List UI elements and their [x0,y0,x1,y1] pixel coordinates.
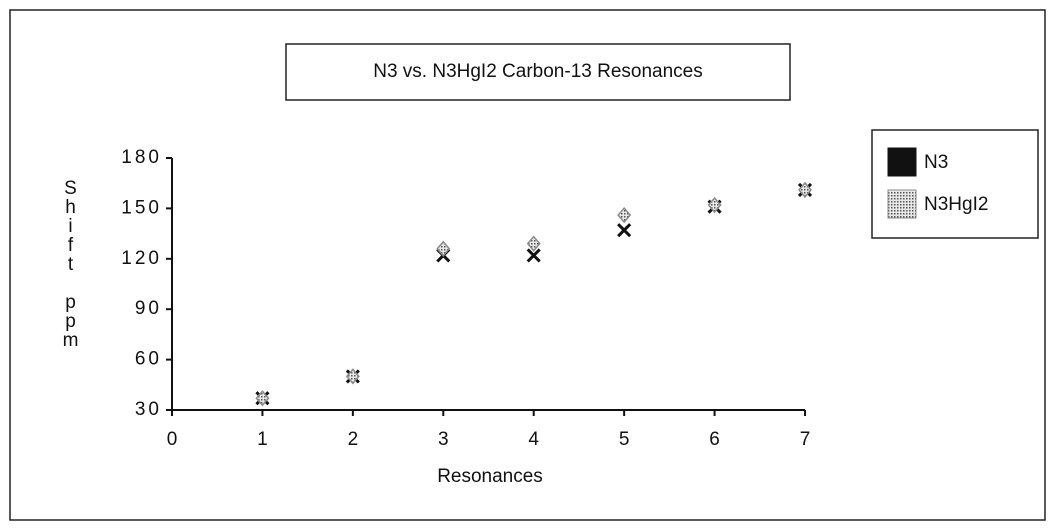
point [526,248,541,263]
x-tick-label: 0 [167,429,178,450]
legend-box [871,129,1039,239]
point [707,196,722,214]
y-tick-label: 120 [121,248,162,269]
point [526,235,541,252]
x-tick-label: 1 [257,429,268,450]
x-tick-label: 7 [800,429,811,450]
point [617,223,632,238]
x-tick-label: 4 [528,429,539,450]
x-tick-label: 2 [348,429,359,450]
point [436,240,451,257]
point [617,206,632,224]
y-tick-label: 30 [135,399,162,420]
x-tick-label: 5 [619,429,630,450]
y-tick-label: 150 [121,197,162,218]
point [798,181,812,199]
chart-frame [9,9,1046,521]
y-tick-label: 90 [135,298,162,319]
y-axis-label: Shift ppm [60,178,81,349]
legend-label: N3 [924,152,948,173]
legend-swatch [887,189,917,219]
legend-swatch [887,147,917,177]
chart-title: N3 vs. N3HgI2 Carbon-13 Resonances [373,61,703,82]
title-box [285,43,791,101]
point [345,368,360,385]
point [255,390,270,407]
x-axis-label: Resonances [437,466,543,487]
y-tick-label: 180 [121,147,162,168]
x-tick-label: 3 [438,429,449,450]
legend-label: N3HgI2 [924,194,988,215]
x-tick-label: 6 [709,429,720,450]
y-tick-label: 60 [135,349,162,370]
